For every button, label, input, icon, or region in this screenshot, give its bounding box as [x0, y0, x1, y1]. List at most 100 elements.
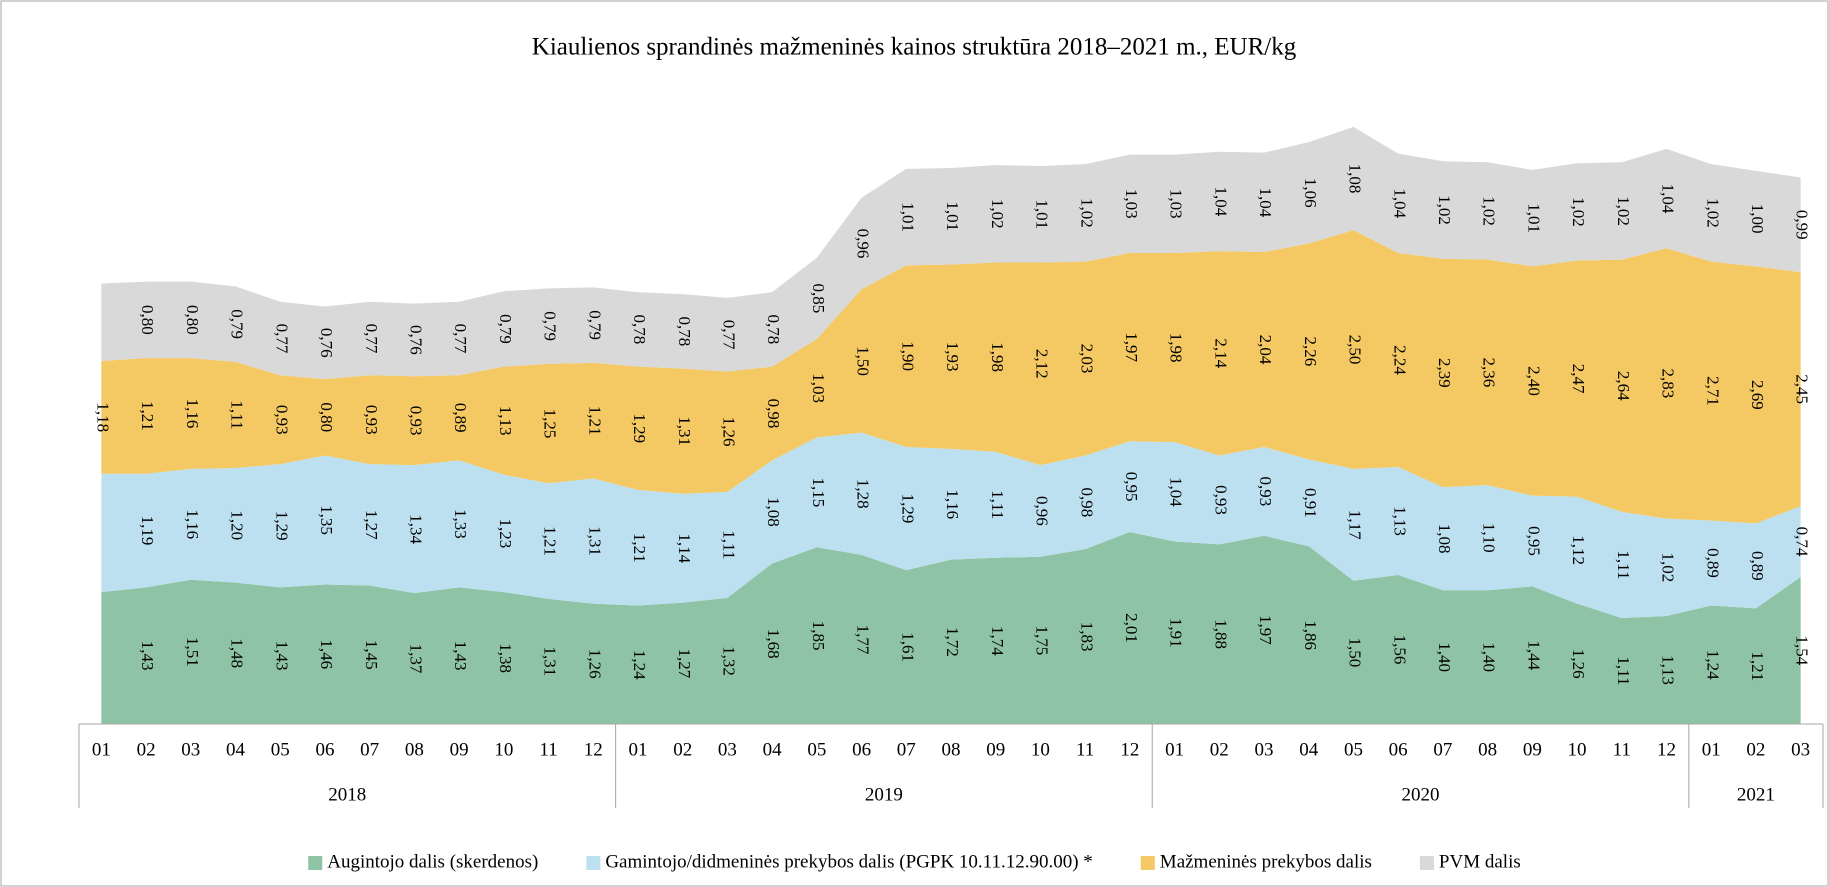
data-label: 2,83 — [1659, 369, 1678, 399]
x-tick-label: 03 — [1255, 739, 1274, 760]
area — [101, 230, 1801, 524]
data-label: 1,40 — [1435, 642, 1454, 672]
data-label: 0,80 — [138, 305, 157, 335]
x-tick-label: 05 — [1344, 739, 1363, 760]
data-label: 1,29 — [630, 413, 649, 443]
data-label: 1,54 — [1793, 636, 1812, 666]
data-label: 0,77 — [451, 324, 470, 354]
data-label: 1,31 — [541, 647, 560, 677]
x-tick-label: 06 — [1389, 739, 1408, 760]
data-label: 1,29 — [272, 511, 291, 541]
x-tick-label: 07 — [897, 739, 916, 760]
data-label: 1,26 — [1569, 649, 1588, 679]
data-label: 1,31 — [585, 526, 604, 556]
data-label: 2,36 — [1480, 358, 1499, 388]
data-label: 1,12 — [1569, 535, 1588, 565]
data-label: 1,83 — [1077, 622, 1096, 652]
data-label: 1,21 — [630, 533, 649, 563]
data-label: 1,21 — [1748, 651, 1767, 681]
data-label: 2,69 — [1748, 380, 1767, 410]
data-label: 0,77 — [272, 324, 291, 354]
data-label: 0,93 — [1211, 485, 1230, 515]
data-label: 1,13 — [1390, 506, 1409, 536]
data-label: 0,96 — [1033, 496, 1052, 526]
data-label: 1,15 — [809, 477, 828, 507]
data-label: 1,35 — [317, 505, 336, 535]
data-label: 1,61 — [898, 632, 917, 662]
data-label: 1,08 — [1435, 524, 1454, 554]
data-label: 1,03 — [1122, 189, 1141, 219]
data-label: 1,26 — [585, 649, 604, 679]
data-label: 1,00 — [1748, 204, 1767, 234]
legend-swatch — [308, 856, 323, 870]
data-label: 1,18 — [93, 402, 112, 432]
x-tick-label: 09 — [1523, 739, 1542, 760]
data-label: 1,97 — [1122, 332, 1141, 362]
data-label: 1,04 — [1256, 187, 1275, 217]
data-label: 1,02 — [1077, 198, 1096, 228]
data-label: 2,24 — [1390, 345, 1409, 375]
data-label: 2,64 — [1614, 371, 1633, 401]
data-label: 0,89 — [1703, 548, 1722, 578]
data-label: 1,08 — [1346, 164, 1365, 194]
data-label: 1,11 — [1614, 550, 1633, 579]
data-label: 2,47 — [1569, 364, 1588, 394]
data-label: 0,79 — [228, 309, 247, 339]
data-label: 1,31 — [675, 416, 694, 446]
x-tick-label: 11 — [1076, 739, 1094, 760]
data-label: 1,37 — [406, 644, 425, 674]
data-label: 1,88 — [1211, 619, 1230, 649]
x-tick-label: 10 — [1031, 739, 1050, 760]
data-label: 1,24 — [630, 650, 649, 680]
data-label: 1,02 — [1569, 197, 1588, 227]
data-label: 1,43 — [451, 641, 470, 671]
data-label: 1,02 — [988, 199, 1007, 229]
data-label: 0,78 — [675, 316, 694, 346]
data-label: 1,50 — [854, 346, 873, 376]
data-label: 0,78 — [630, 315, 649, 345]
x-tick-label: 04 — [226, 739, 246, 760]
data-label: 0,80 — [183, 305, 202, 335]
data-label: 2,14 — [1211, 338, 1230, 368]
x-tick-label: 09 — [986, 739, 1005, 760]
data-label: 1,21 — [585, 406, 604, 436]
data-label: 1,77 — [854, 625, 873, 655]
data-label: 1,43 — [138, 641, 157, 671]
data-label: 1,98 — [988, 342, 1007, 372]
data-label: 1,32 — [720, 646, 739, 676]
data-label: 0,93 — [1256, 476, 1275, 506]
data-label: 1,01 — [943, 201, 962, 231]
data-label: 1,93 — [943, 342, 962, 372]
data-label: 2,50 — [1346, 335, 1365, 365]
data-label: 1,26 — [720, 417, 739, 447]
data-label: 0,95 — [1524, 526, 1543, 556]
data-label: 1,01 — [898, 202, 917, 232]
data-label: 1,44 — [1524, 640, 1543, 670]
data-label: 1,74 — [988, 626, 1007, 656]
data-label: 0,93 — [406, 406, 425, 436]
legend-label: PVM dalis — [1439, 851, 1521, 872]
x-tick-label: 07 — [1433, 739, 1452, 760]
legend-label: Augintojo dalis (skerdenos) — [327, 851, 538, 872]
data-label: 1,02 — [1435, 195, 1454, 225]
data-label: 1,06 — [1301, 178, 1320, 208]
x-tick-label: 12 — [1657, 739, 1676, 760]
data-label: 2,71 — [1703, 376, 1722, 406]
data-label: 0,93 — [272, 405, 291, 435]
legend-item: Augintojo dalis (skerdenos) — [308, 851, 538, 872]
data-label: 1,02 — [1614, 196, 1633, 226]
data-label: 1,23 — [496, 519, 515, 549]
legend-swatch — [1140, 856, 1155, 870]
data-label: 1,43 — [272, 641, 291, 671]
data-label: 2,40 — [1524, 366, 1543, 396]
legend-label: Gamintojo/didmeninės prekybos dalis (PGP… — [605, 851, 1092, 872]
data-label: 2,39 — [1435, 358, 1454, 388]
data-label: 0,79 — [541, 311, 560, 341]
x-tick-label: 02 — [1746, 739, 1765, 760]
x-tick-label: 02 — [1210, 739, 1229, 760]
data-label: 0,77 — [720, 320, 739, 350]
area — [101, 531, 1801, 724]
data-label: 0,91 — [1301, 488, 1320, 518]
data-label: 1,03 — [809, 373, 828, 403]
